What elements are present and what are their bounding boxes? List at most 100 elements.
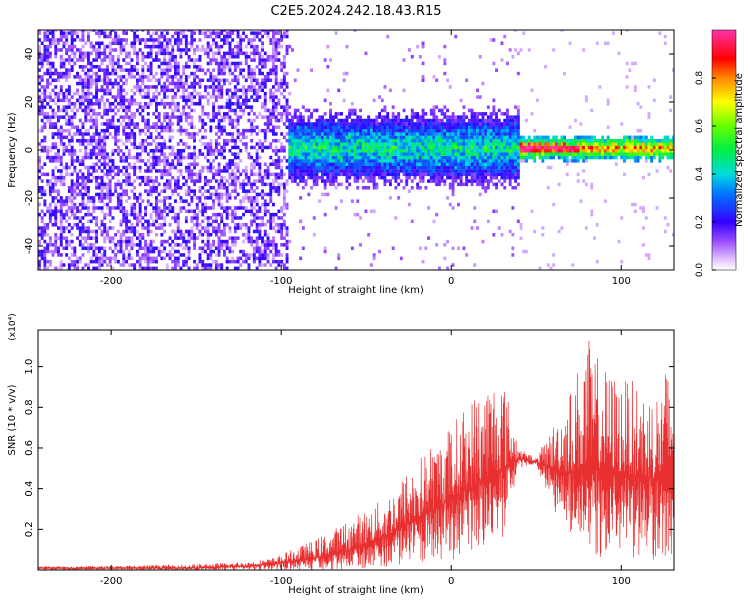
- spectrogram-cell: [451, 125, 455, 129]
- spectrogram-cell: [206, 179, 210, 183]
- spectrogram-cell: [190, 135, 194, 140]
- spectrogram-cell: [152, 44, 156, 49]
- spectrogram-cell: [209, 85, 213, 89]
- spectrogram-cell: [263, 229, 267, 234]
- spectrogram-cell: [179, 38, 183, 42]
- spectrogram-cell: [367, 132, 371, 136]
- spectrogram-cell: [438, 179, 441, 183]
- spectrogram-cell: [59, 196, 63, 200]
- spectrogram-cell: [133, 112, 137, 116]
- spectrogram-cell: [367, 152, 371, 156]
- spectrogram-cell: [106, 182, 109, 187]
- spectrogram-cell: [228, 34, 232, 39]
- spectrogram-cell: [59, 253, 63, 257]
- spectrogram-cell: [51, 196, 55, 200]
- spectrogram-cell: [282, 34, 286, 39]
- spectrogram-cell: [176, 68, 180, 72]
- spectrogram-cell: [204, 209, 207, 213]
- spectrogram-cell: [274, 105, 278, 109]
- spectrogram-cell: [225, 132, 229, 136]
- spectrogram-cell: [255, 199, 259, 203]
- spectrogram-cell: [179, 95, 183, 99]
- spectrogram-cell: [130, 155, 134, 160]
- spectrogram-cell: [315, 149, 319, 153]
- spectrogram-cell: [201, 68, 205, 72]
- spectrogram-cell: [97, 186, 101, 190]
- spectrogram-cell: [144, 75, 147, 79]
- spectrogram-cell: [97, 98, 101, 103]
- spectrogram-cell: [195, 81, 199, 86]
- spectrogram-cell: [146, 159, 150, 163]
- spectrogram-cell: [402, 159, 406, 163]
- spectrogram-cell: [187, 165, 191, 170]
- spectrogram-cell: [209, 223, 213, 227]
- spectrogram-cell: [81, 81, 85, 86]
- spectrogram-cell: [236, 51, 240, 56]
- spectrogram-cell: [312, 169, 316, 173]
- spectrogram-cell: [285, 239, 289, 244]
- spectrogram-cell: [334, 165, 338, 170]
- spectrogram-cell: [130, 102, 134, 106]
- spectrogram-cell: [236, 266, 240, 270]
- spectrogram-cell: [269, 182, 273, 187]
- spectrogram-cell: [323, 182, 327, 187]
- spectrogram-cell: [307, 149, 311, 153]
- spectrogram-cell: [258, 61, 262, 66]
- spectrogram-cell: [133, 115, 137, 119]
- spectrogram-cell: [296, 149, 300, 153]
- spectrogram-cell: [149, 38, 153, 42]
- spectrogram-cell: [318, 135, 322, 140]
- spectrogram-cell: [285, 132, 289, 136]
- spectrogram-cell: [356, 122, 360, 126]
- spectrogram-cell: [380, 118, 384, 123]
- spectrogram-cell: [272, 253, 275, 257]
- spectrogram-cell: [258, 206, 262, 210]
- spectrogram-cell: [138, 256, 142, 261]
- spectrogram-cell: [190, 38, 194, 42]
- spectrogram-cell: [84, 118, 88, 123]
- spectrogram-cell: [274, 75, 278, 79]
- spectrogram-cell: [193, 182, 196, 187]
- spectrogram-cell: [242, 186, 245, 190]
- spectrogram-cell: [233, 196, 237, 200]
- spectrogram-cell: [176, 243, 180, 247]
- spectrogram-cell: [310, 155, 313, 160]
- spectrogram-cell: [427, 159, 430, 163]
- spectrogram-cell: [179, 132, 183, 136]
- spectrogram-cell: [263, 175, 267, 180]
- spectrogram-cell: [198, 169, 202, 173]
- spectrogram-cell: [380, 155, 384, 160]
- spectrogram-cell: [274, 51, 278, 56]
- spectrogram-cell: [54, 219, 58, 224]
- spectrogram-cell: [116, 34, 120, 39]
- spectrogram-cell: [310, 186, 313, 190]
- spectrogram-cell: [310, 115, 313, 119]
- spectrogram-cell: [193, 95, 196, 99]
- spectrogram-cell: [432, 115, 436, 119]
- spectrogram-cell: [421, 132, 425, 136]
- spectrogram-cell: [184, 34, 188, 39]
- spectrogram-cell: [263, 169, 267, 173]
- spectrogram-cell: [48, 212, 52, 217]
- spectrogram-cell: [38, 249, 41, 254]
- spectrogram-cell: [54, 249, 58, 254]
- spectrogram-cell: [266, 58, 270, 62]
- spectrogram-cell: [111, 175, 115, 180]
- spectrogram-cell: [198, 115, 202, 119]
- spectrogram-cell: [247, 71, 251, 76]
- spectrogram-cell: [130, 115, 134, 119]
- spectrogram-cell: [133, 206, 137, 210]
- spectrogram-cell: [204, 95, 207, 99]
- spectrogram-cell: [193, 246, 196, 250]
- spectrogram-cell: [51, 186, 55, 190]
- spectrogram-cell: [59, 91, 63, 96]
- spectrogram-cell: [157, 118, 161, 123]
- spectrogram-cell: [307, 192, 311, 197]
- spectrogram-cell: [106, 226, 109, 230]
- spectrogram-cell: [323, 139, 327, 143]
- spectrogram-cell: [87, 108, 90, 113]
- spectrogram-cell: [182, 246, 186, 250]
- spectrogram-cell: [76, 139, 79, 143]
- spectrogram-cell: [51, 155, 55, 160]
- spectrogram-cell: [81, 253, 85, 257]
